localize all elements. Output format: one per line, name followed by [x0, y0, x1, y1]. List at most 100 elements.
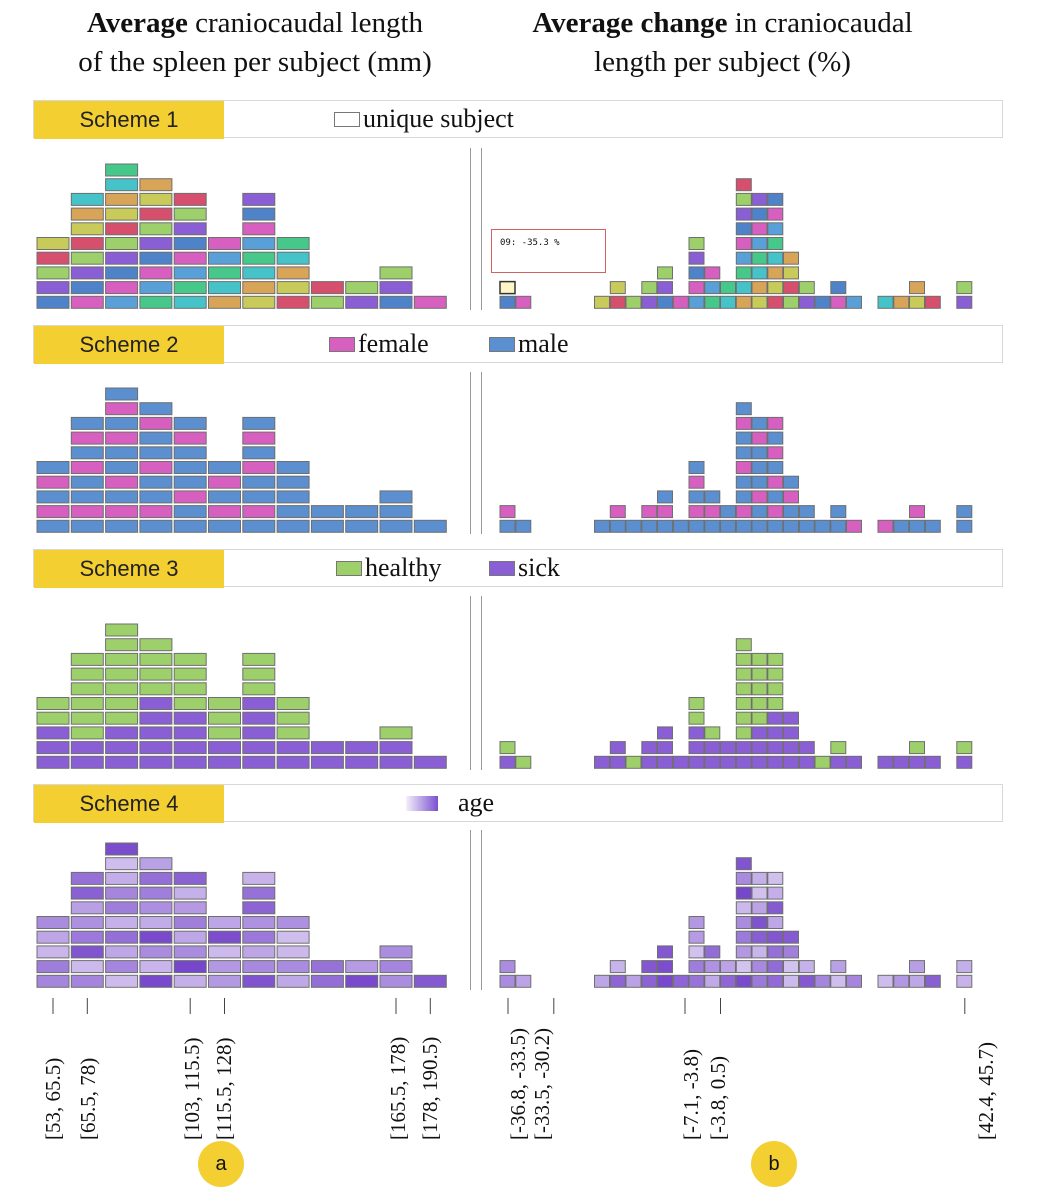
right-scheme-3-bin-17-block-1[interactable] [767, 741, 784, 755]
right-scheme-4-bin-12-block-4[interactable] [688, 916, 705, 929]
left-scheme-3-bin-2-block-1[interactable] [105, 741, 139, 755]
left-scheme-4-bin-4-block-6[interactable] [173, 886, 207, 900]
scheme-2-tag[interactable]: Scheme 2 [34, 326, 224, 364]
left-scheme-1-bin-10-block-1[interactable] [379, 281, 413, 295]
left-scheme-1-bin-5-block-3[interactable] [208, 251, 241, 265]
right-scheme-4-bin-19-block-1[interactable] [798, 960, 815, 974]
right-scheme-4-bin-8-block-0[interactable] [625, 974, 642, 988]
left-scheme-4-bin-2-block-0[interactable] [105, 974, 139, 988]
left-scheme-2-bin-6-block-3[interactable] [242, 475, 276, 489]
left-scheme-1-bin-2-block-5[interactable] [105, 222, 139, 236]
right-scheme-1-bin-12-block-1[interactable] [688, 281, 705, 295]
left-scheme-2-bin-1-block-0[interactable] [70, 519, 104, 533]
right-scheme-3-bin-26-block-0[interactable] [909, 755, 925, 769]
right-scheme-4-bin-9-block-1[interactable] [641, 960, 658, 974]
left-scheme-4-bin-2-block-8[interactable] [105, 857, 139, 871]
right-scheme-3-bin-17-block-6[interactable] [767, 667, 784, 681]
left-scheme-1-bin-5-block-2[interactable] [208, 266, 241, 280]
right-scheme-4-bin-18-block-1[interactable] [783, 960, 799, 974]
left-scheme-4-bin-6-block-6[interactable] [242, 886, 276, 900]
left-scheme-1-bin-4-block-0[interactable] [173, 295, 207, 309]
right-scheme-3-bin-17-block-3[interactable] [767, 711, 784, 725]
left-scheme-2-bin-3-block-2[interactable] [139, 490, 173, 504]
left-scheme-3-bin-1-block-6[interactable] [70, 667, 104, 681]
left-scheme-4-bin-4-block-7[interactable] [173, 871, 207, 885]
right-scheme-2-bin-14-block-1[interactable] [720, 505, 736, 519]
right-scheme-4-bin-16-block-5[interactable] [751, 901, 768, 915]
right-scheme-1-bin-16-block-2[interactable] [751, 266, 768, 280]
right-scheme-4-bin-16-block-1[interactable] [751, 960, 768, 974]
right-scheme-3-bin-24-block-0[interactable] [877, 755, 894, 769]
right-scheme-3-bin-0-block-0[interactable] [499, 755, 516, 769]
right-scheme-3-bin-18-block-2[interactable] [783, 726, 799, 740]
left-scheme-2-bin-10-block-2[interactable] [379, 490, 413, 504]
left-scheme-2-bin-1-block-7[interactable] [70, 416, 104, 430]
left-scheme-1-bin-5-block-1[interactable] [208, 281, 241, 295]
right-scheme-4-bin-15-block-7[interactable] [735, 871, 752, 885]
left-scheme-4-bin-5-block-4[interactable] [208, 916, 241, 929]
right-scheme-3-bin-17-block-5[interactable] [767, 682, 784, 696]
right-scheme-4-bin-19-block-0[interactable] [798, 974, 815, 988]
left-scheme-2-bin-6-block-1[interactable] [242, 505, 276, 519]
right-scheme-3-bin-15-block-4[interactable] [735, 697, 752, 710]
right-scheme-2-bin-24-block-0[interactable] [877, 519, 894, 533]
left-scheme-2-bin-0-block-2[interactable] [36, 490, 70, 504]
right-scheme-1-bin-15-block-0[interactable] [735, 295, 752, 309]
right-scheme-4-bin-17-block-5[interactable] [767, 901, 784, 915]
left-scheme-1-bin-10-block-2[interactable] [379, 266, 413, 280]
left-scheme-4-bin-3-block-4[interactable] [139, 916, 173, 929]
right-scheme-2-bin-29-block-1[interactable] [956, 505, 973, 519]
left-scheme-1-bin-2-block-1[interactable] [105, 281, 139, 295]
left-scheme-4-bin-2-block-6[interactable] [105, 886, 139, 900]
left-scheme-3-bin-2-block-2[interactable] [105, 726, 139, 740]
left-scheme-3-bin-6-block-5[interactable] [242, 682, 276, 696]
left-scheme-1-bin-6-block-3[interactable] [242, 251, 276, 265]
right-scheme-1-bin-26-block-1[interactable] [909, 281, 925, 295]
scheme-1-tag[interactable]: Scheme 1 [34, 101, 224, 139]
right-scheme-1-bin-29-block-0[interactable] [956, 295, 973, 309]
left-scheme-4-bin-1-block-1[interactable] [70, 960, 104, 974]
left-scheme-2-bin-2-block-8[interactable] [105, 402, 139, 416]
left-scheme-3-bin-5-block-3[interactable] [208, 711, 241, 725]
right-scheme-4-bin-26-block-0[interactable] [909, 974, 925, 988]
left-scheme-1-bin-1-block-5[interactable] [70, 222, 104, 236]
left-scheme-3-bin-6-block-6[interactable] [242, 667, 276, 681]
left-scheme-3-bin-4-block-2[interactable] [173, 726, 207, 740]
right-scheme-4-bin-17-block-3[interactable] [767, 930, 784, 944]
left-scheme-1-bin-2-block-0[interactable] [105, 295, 139, 309]
right-scheme-2-bin-15-block-1[interactable] [735, 505, 752, 519]
left-scheme-2-bin-6-block-2[interactable] [242, 490, 276, 504]
left-scheme-2-bin-5-block-1[interactable] [208, 505, 241, 519]
right-scheme-3-bin-17-block-0[interactable] [767, 755, 784, 769]
left-scheme-1-bin-3-block-8[interactable] [139, 178, 173, 192]
right-scheme-3-bin-0-block-1[interactable] [499, 741, 516, 755]
left-scheme-2-bin-2-block-2[interactable] [105, 490, 139, 504]
right-scheme-1-bin-16-block-1[interactable] [751, 281, 768, 295]
right-scheme-1-bin-18-block-2[interactable] [783, 266, 799, 280]
right-scheme-1-bin-7-block-1[interactable] [609, 281, 626, 295]
right-scheme-1-bin-14-block-1[interactable] [720, 281, 736, 295]
right-scheme-2-bin-9-block-0[interactable] [641, 519, 658, 533]
left-scheme-3-bin-0-block-1[interactable] [36, 741, 70, 755]
left-scheme-2-bin-3-block-4[interactable] [139, 461, 173, 474]
scheme-3-tag[interactable]: Scheme 3 [34, 550, 224, 588]
left-scheme-4-bin-2-block-1[interactable] [105, 960, 139, 974]
left-scheme-4-bin-6-block-4[interactable] [242, 916, 276, 929]
right-scheme-3-bin-21-block-0[interactable] [830, 755, 847, 769]
left-scheme-1-bin-3-block-2[interactable] [139, 266, 173, 280]
right-scheme-4-bin-15-block-4[interactable] [735, 916, 752, 929]
left-scheme-2-bin-3-block-8[interactable] [139, 402, 173, 416]
left-scheme-3-bin-7-block-1[interactable] [276, 741, 310, 755]
right-scheme-4-bin-0-block-1[interactable] [499, 960, 516, 974]
right-scheme-3-bin-18-block-1[interactable] [783, 741, 799, 755]
right-scheme-1-bin-15-block-1[interactable] [735, 281, 752, 295]
left-scheme-3-bin-1-block-3[interactable] [70, 711, 104, 725]
left-scheme-3-bin-3-block-6[interactable] [139, 667, 173, 681]
left-scheme-1-bin-4-block-7[interactable] [173, 192, 207, 206]
right-scheme-3-bin-21-block-1[interactable] [830, 741, 847, 755]
left-scheme-1-bin-6-block-5[interactable] [242, 222, 276, 236]
right-scheme-4-bin-15-block-2[interactable] [735, 945, 752, 959]
left-scheme-3-bin-9-block-0[interactable] [345, 755, 379, 769]
right-scheme-4-bin-26-block-1[interactable] [909, 960, 925, 974]
right-scheme-2-bin-18-block-1[interactable] [783, 505, 799, 519]
